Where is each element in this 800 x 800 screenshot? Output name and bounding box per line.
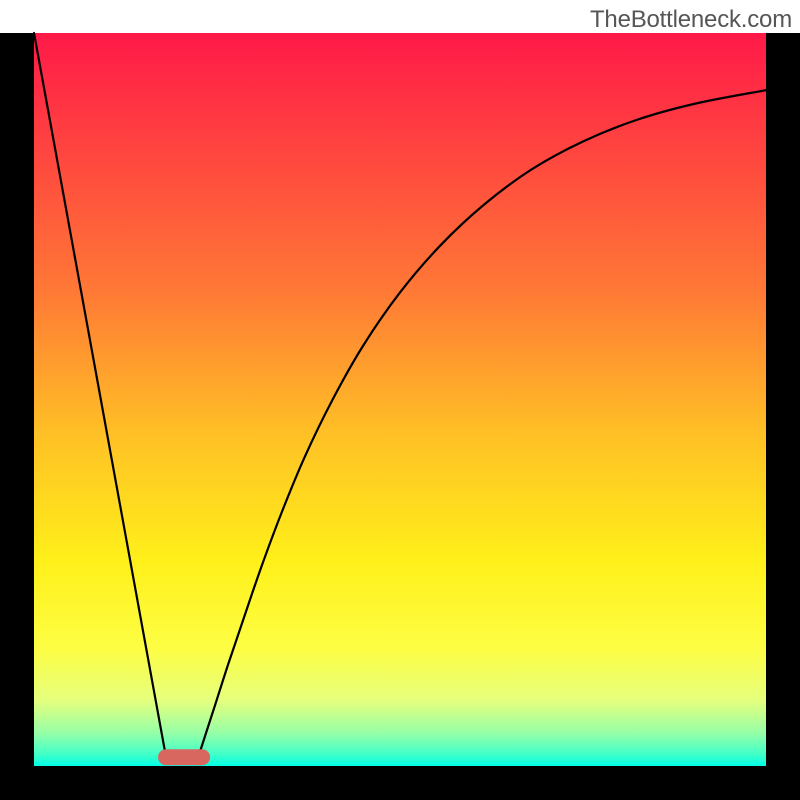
frame-right <box>766 33 800 800</box>
chart-container: TheBottleneck.com <box>0 0 800 800</box>
bottleneck-marker <box>158 749 210 765</box>
gradient-background <box>34 33 766 766</box>
frame-bottom <box>0 766 800 800</box>
bottleneck-chart <box>0 0 800 800</box>
frame-left <box>0 33 34 800</box>
watermark-text: TheBottleneck.com <box>590 6 792 34</box>
